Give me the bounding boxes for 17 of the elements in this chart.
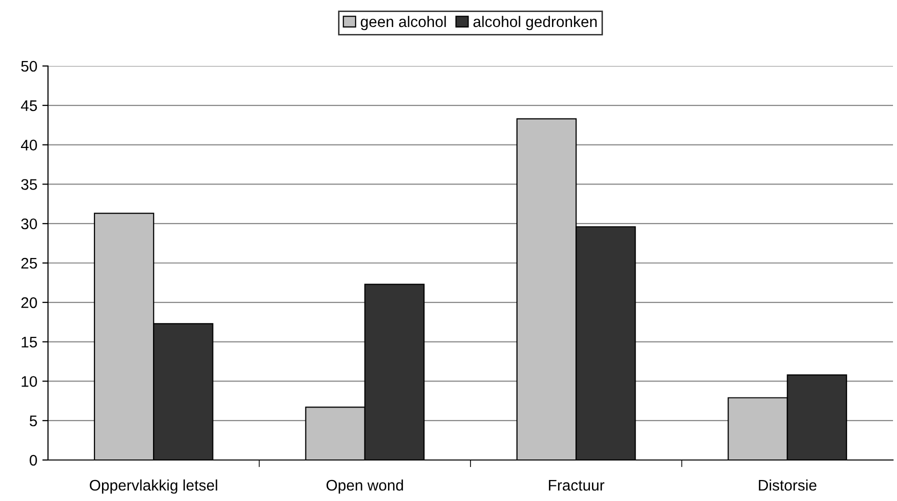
x-tick-label: Open wond (326, 479, 403, 494)
x-tick-label: Distorsie (758, 479, 816, 491)
y-tick-label: 15 (22, 336, 37, 348)
x-tick-label: Fractuur (548, 480, 604, 491)
x-tick-label: Oppervlakkig letsel (90, 479, 218, 494)
y-tick-label: 50 (21, 60, 37, 72)
y-tick-label: 10 (22, 376, 37, 387)
y-tick-label: 20 (21, 297, 37, 308)
y-tick-label: 30 (21, 218, 37, 230)
y-tick-label: 35 (21, 179, 37, 190)
y-tick-label: 5 (30, 416, 37, 426)
y-tick-label: 40 (20, 140, 37, 150)
y-tick-label: 45 (20, 100, 37, 112)
y-tick-label: 0 (30, 454, 37, 466)
legend-label: geen alcohol (360, 16, 446, 30)
legend-label: alcohol gedronken (473, 16, 597, 30)
y-tick-label: 25 (21, 258, 37, 269)
